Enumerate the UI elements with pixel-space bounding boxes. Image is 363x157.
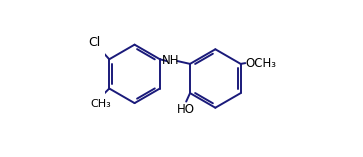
Text: Cl: Cl bbox=[89, 36, 101, 49]
Text: CH₃: CH₃ bbox=[90, 98, 111, 108]
Text: OCH₃: OCH₃ bbox=[246, 57, 277, 70]
Text: HO: HO bbox=[177, 103, 195, 116]
Text: NH: NH bbox=[162, 54, 179, 67]
